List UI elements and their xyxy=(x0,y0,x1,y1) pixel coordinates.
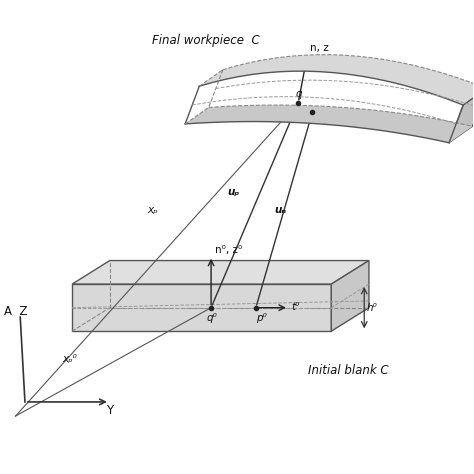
Text: h⁰: h⁰ xyxy=(366,303,377,313)
Text: uₙ: uₙ xyxy=(275,205,287,216)
Text: Y: Y xyxy=(106,404,113,417)
Text: Initial blank C: Initial blank C xyxy=(308,364,388,377)
Text: Final workpiece  C: Final workpiece C xyxy=(152,34,260,47)
Text: n, z: n, z xyxy=(310,43,329,53)
Polygon shape xyxy=(199,55,474,105)
Text: q⁰: q⁰ xyxy=(206,313,217,323)
Text: p⁰: p⁰ xyxy=(256,313,266,323)
Polygon shape xyxy=(449,89,474,143)
Text: xₚ: xₚ xyxy=(147,205,158,216)
Polygon shape xyxy=(72,284,331,331)
Text: q: q xyxy=(296,89,302,99)
Polygon shape xyxy=(331,261,369,331)
Text: uₚ: uₚ xyxy=(228,187,240,197)
Text: A  Z: A Z xyxy=(4,305,27,318)
Text: p: p xyxy=(301,113,307,123)
Polygon shape xyxy=(185,105,473,143)
Text: xₚ⁰: xₚ⁰ xyxy=(63,354,77,364)
Polygon shape xyxy=(72,261,369,284)
Text: n⁰, z⁰: n⁰, z⁰ xyxy=(215,246,242,255)
Text: t: t xyxy=(348,111,352,121)
Text: t⁰: t⁰ xyxy=(291,302,300,312)
